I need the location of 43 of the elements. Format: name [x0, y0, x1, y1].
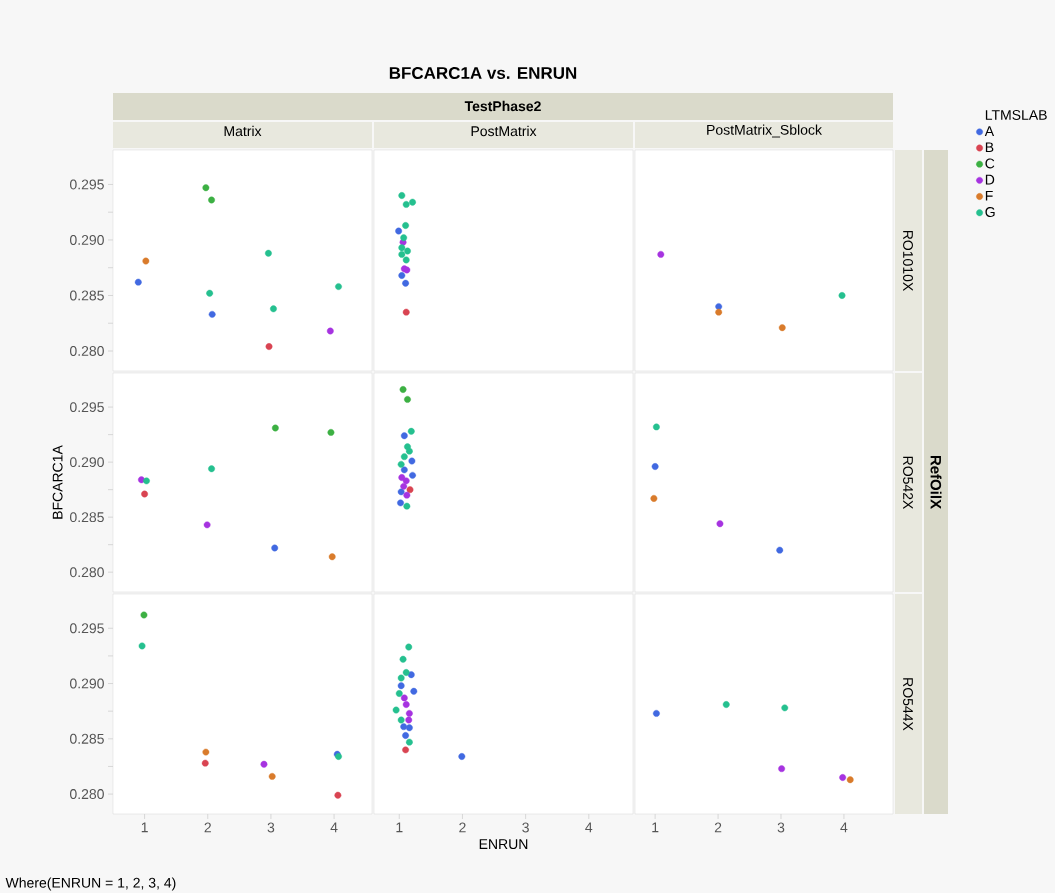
x-axis-title: ENRUN [479, 839, 528, 850]
text: Where(ENRUN = 1, 2, 3, 4) [5, 877, 176, 891]
y-tick-label: 0.290 [69, 678, 104, 689]
x-tick-label: 4 [840, 822, 848, 833]
y-tick-label: 0.285 [69, 733, 104, 744]
x-tick-label: 3 [267, 822, 275, 833]
y2-axis-title: RO544X [903, 678, 913, 731]
y-tick-label: 0.285 [69, 512, 104, 523]
y-tick-label: 0.295 [69, 179, 104, 190]
text: RefOilX [930, 455, 942, 510]
x-tick-label: 1 [652, 822, 659, 833]
y-tick-label: 0.290 [69, 235, 104, 245]
x-tick-label: 4 [585, 822, 593, 833]
x-tick-label: 3 [522, 822, 529, 833]
text: TestPhase2 [464, 100, 541, 112]
y-tick-label: 0.290 [69, 457, 104, 468]
legend-label: A [984, 126, 995, 136]
text: BFCARC1A vs. ENRUN [389, 67, 577, 80]
x-tick-label: 3 [777, 822, 785, 833]
legend-label: G [985, 207, 995, 218]
chart-title: PostMatrix_Sblock [707, 124, 822, 138]
y-tick-label: 0.285 [69, 290, 104, 301]
x-tick-label: 2 [714, 822, 722, 833]
y-axis-title: BFCARC1A [52, 445, 63, 519]
x-tick-label: 2 [204, 822, 211, 833]
y2-axis-title: RO542X [903, 456, 913, 510]
y-tick-label: 0.280 [69, 789, 104, 800]
y2-axis-title: RO1010X [903, 230, 913, 292]
y-tick-label: 0.295 [69, 623, 104, 634]
legend-label: F [985, 191, 993, 201]
y-tick-label: 0.295 [69, 402, 104, 413]
x-tick-label: 2 [459, 822, 466, 833]
chart-title: PostMatrix [471, 125, 537, 137]
x-tick-label: 1 [396, 822, 403, 833]
x-tick-label: 1 [141, 822, 148, 833]
y-tick-label: 0.280 [69, 346, 104, 357]
legend-label: B [985, 142, 994, 153]
y-tick-label: 0.280 [69, 567, 104, 578]
legend-label: C [985, 158, 995, 169]
x-tick-label: 4 [330, 822, 338, 833]
chart-title: Matrix [224, 125, 262, 137]
legend-title: LTMSLAB [985, 110, 1047, 120]
legend-label: D [985, 174, 995, 185]
